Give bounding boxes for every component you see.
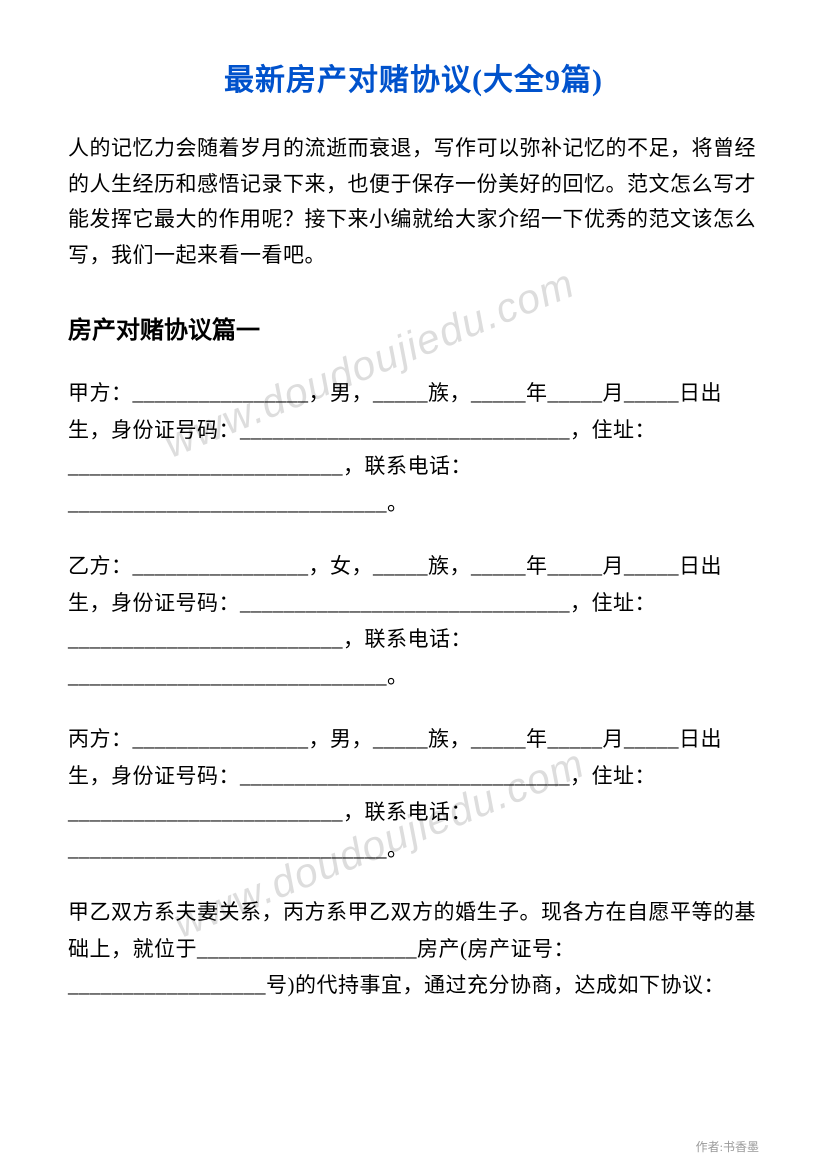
document-content: 最新房产对赌协议(大全9篇) 人的记忆力会随着岁月的流逝而衰退，写作可以弥补记忆… <box>68 55 759 1004</box>
footer-author: 作者:书香墨 <box>696 1138 759 1155</box>
party-a-paragraph: 甲方：________________，男，_____族，_____年_____… <box>68 375 759 522</box>
section-heading: 房产对赌协议篇一 <box>68 310 759 345</box>
party-b-paragraph: 乙方：________________，女，_____族，_____年_____… <box>68 548 759 695</box>
intro-paragraph: 人的记忆力会随着岁月的流逝而衰退，写作可以弥补记忆的不足，将曾经的人生经历和感悟… <box>68 131 759 274</box>
body-paragraph: 甲乙双方系夫妻关系，丙方系甲乙双方的婚生子。现各方在自愿平等的基础上，就位于__… <box>68 894 759 1004</box>
page-title: 最新房产对赌协议(大全9篇) <box>68 55 759 99</box>
party-c-paragraph: 丙方：________________，男，_____族，_____年_____… <box>68 721 759 868</box>
